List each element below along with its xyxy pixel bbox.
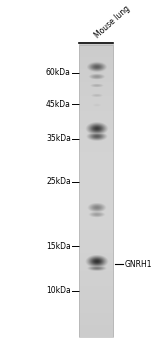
Text: 35kDa: 35kDa [46, 134, 71, 143]
Bar [79, 45, 113, 337]
Text: 45kDa: 45kDa [46, 100, 71, 108]
Text: 10kDa: 10kDa [46, 286, 71, 295]
Text: 60kDa: 60kDa [46, 68, 71, 77]
Text: GNRH1: GNRH1 [124, 260, 152, 269]
Text: 15kDa: 15kDa [46, 241, 71, 251]
Text: Mouse lung: Mouse lung [93, 4, 132, 40]
Text: 25kDa: 25kDa [46, 177, 71, 186]
